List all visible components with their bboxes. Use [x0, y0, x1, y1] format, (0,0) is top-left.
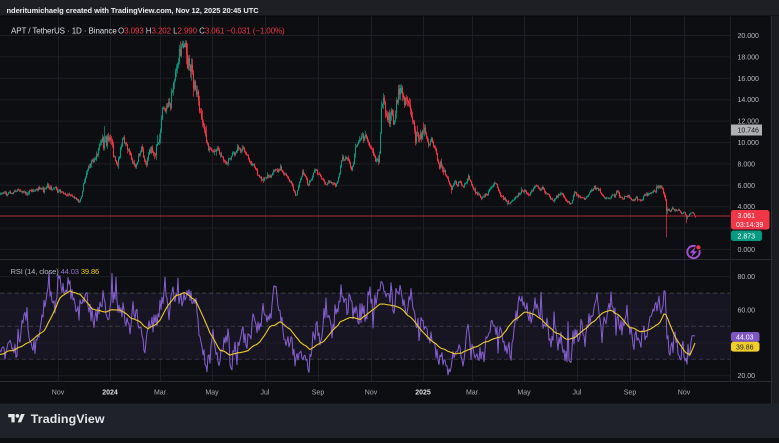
svg-text:03:14:39: 03:14:39: [736, 222, 763, 229]
svg-text:May: May: [517, 390, 531, 397]
svg-text:nderitumichaelg created with T: nderitumichaelg created with TradingView…: [7, 6, 260, 15]
svg-text:Sep: Sep: [312, 390, 325, 397]
svg-text:44.03: 44.03: [736, 335, 754, 342]
svg-text:6.000: 6.000: [738, 183, 756, 190]
svg-text:Nov: Nov: [52, 390, 65, 397]
svg-text:2025: 2025: [415, 390, 431, 397]
svg-text:RSI (14, close) 44.03 39.86: RSI (14, close) 44.03 39.86: [11, 267, 100, 276]
svg-text:10.000: 10.000: [738, 140, 760, 147]
svg-text:Nov: Nov: [365, 390, 378, 397]
svg-text:12.000: 12.000: [738, 119, 760, 126]
svg-text:20.00: 20.00: [738, 373, 756, 380]
svg-text:3.061: 3.061: [738, 213, 756, 220]
svg-text:80.00: 80.00: [738, 274, 756, 281]
svg-text:4.000: 4.000: [738, 204, 756, 211]
svg-text:Mar: Mar: [466, 390, 479, 397]
svg-text:18.000: 18.000: [738, 54, 760, 61]
svg-text:Jul: Jul: [261, 390, 270, 397]
svg-text:14.000: 14.000: [738, 97, 760, 104]
svg-text:10.746: 10.746: [738, 128, 760, 135]
svg-text:0.000: 0.000: [738, 247, 756, 254]
svg-text:2.873: 2.873: [738, 233, 756, 240]
svg-text:TradingView: TradingView: [31, 412, 105, 426]
svg-text:2024: 2024: [102, 390, 118, 397]
svg-text:39.86: 39.86: [736, 344, 754, 351]
svg-text:O3.093 H3.202 L2.990 C3.061: O3.093 H3.202 L2.990 C3.061 −0.031 (−1.0…: [118, 27, 285, 36]
svg-text:Nov: Nov: [678, 390, 691, 397]
svg-text:Sep: Sep: [624, 390, 637, 397]
svg-text:Jul: Jul: [573, 390, 582, 397]
svg-text:APT / TetherUS · 1D · Binance: APT / TetherUS · 1D · Binance: [11, 27, 117, 36]
svg-text:May: May: [205, 390, 219, 397]
svg-text:16.000: 16.000: [738, 76, 760, 83]
svg-text:8.000: 8.000: [738, 161, 756, 168]
svg-text:60.00: 60.00: [738, 307, 756, 314]
svg-text:20.000: 20.000: [738, 33, 760, 40]
svg-text:Mar: Mar: [154, 390, 167, 397]
